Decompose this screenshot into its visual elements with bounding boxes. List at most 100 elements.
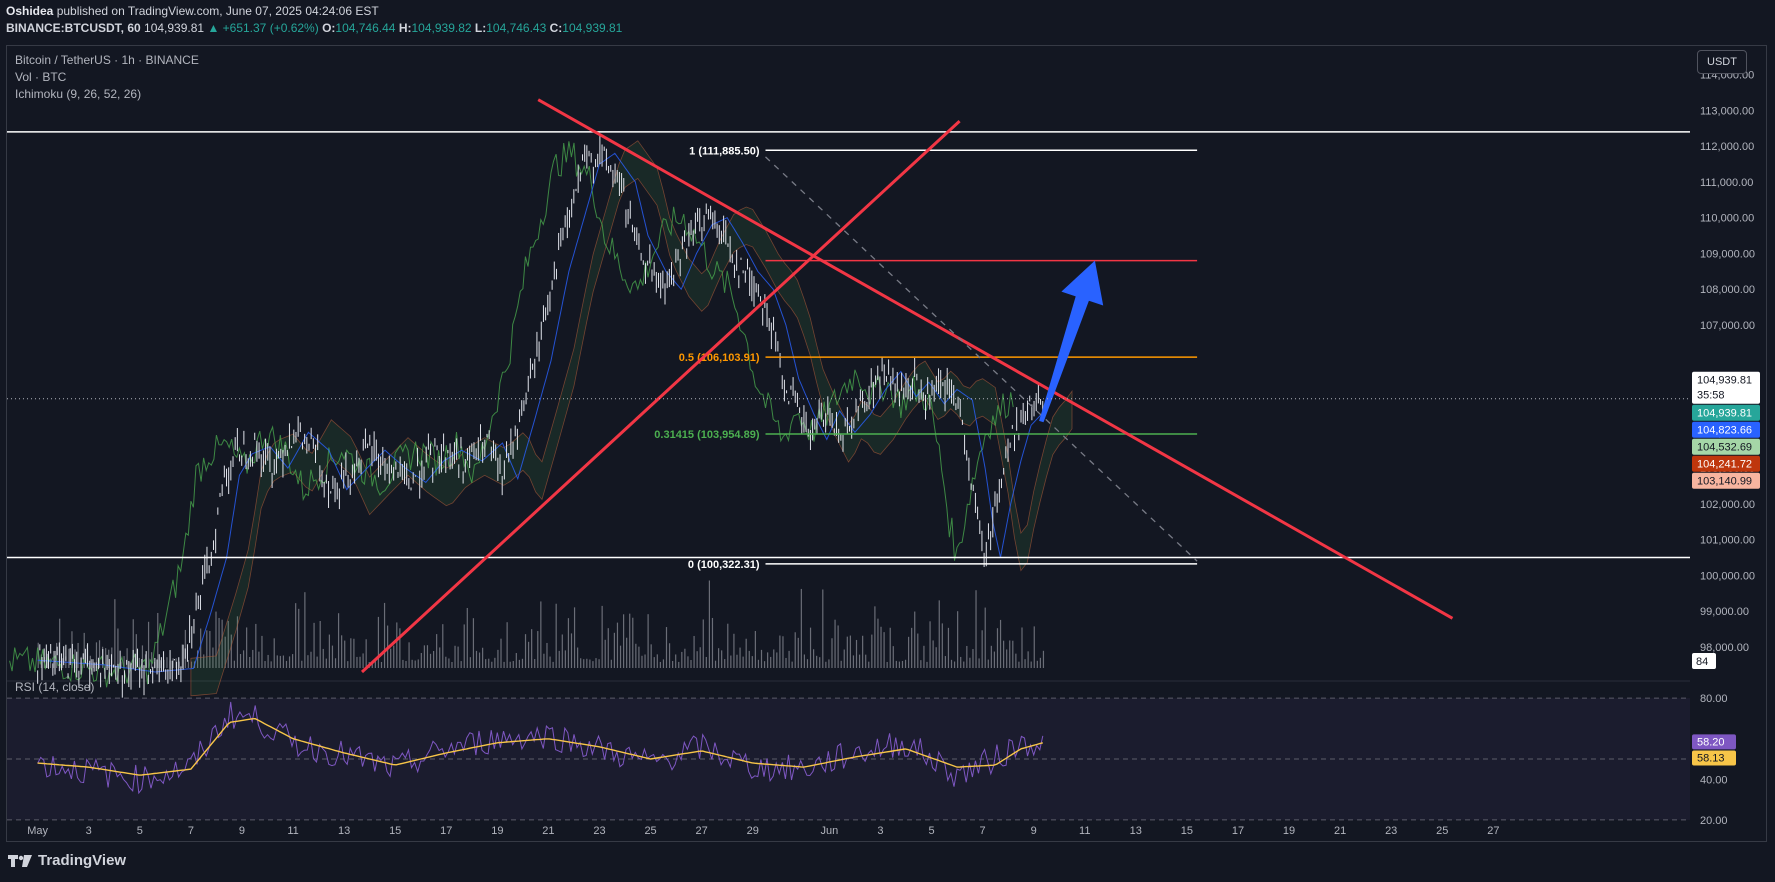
volume-bar bbox=[696, 651, 698, 668]
volume-bar bbox=[908, 636, 910, 668]
volume-bar bbox=[883, 632, 885, 668]
volume-bar bbox=[411, 659, 413, 668]
volume-bar bbox=[721, 650, 723, 668]
volume-bar bbox=[573, 607, 576, 668]
volume-bar bbox=[672, 660, 674, 668]
volume-bar bbox=[757, 659, 760, 668]
time-axis-tick: 15 bbox=[1181, 825, 1193, 837]
publisher-name[interactable]: Oshidea bbox=[6, 4, 54, 18]
publish-header: Oshidea published on TradingView.com, Ju… bbox=[0, 0, 1775, 40]
fib-level-label: 1 (111,885.50) bbox=[689, 145, 760, 157]
volume-bar bbox=[999, 619, 1002, 668]
volume-bar bbox=[209, 630, 211, 668]
volume-bar bbox=[497, 649, 499, 668]
legend-ichimoku[interactable]: Ichimoku (9, 26, 52, 26) bbox=[15, 87, 142, 101]
volume-bar bbox=[518, 659, 520, 668]
legend-rsi[interactable]: RSI (14, close) bbox=[15, 680, 95, 694]
volume-bar bbox=[197, 650, 199, 668]
volume-bar bbox=[791, 661, 793, 668]
footer bbox=[0, 846, 1775, 882]
price-axis-label-bg bbox=[1692, 455, 1760, 472]
volume-bar bbox=[383, 602, 386, 668]
volume-bar bbox=[622, 614, 625, 668]
legend-main[interactable]: Bitcoin / TetherUS · 1h · BINANCE bbox=[15, 53, 199, 67]
last-price: 104,939.81 bbox=[144, 21, 205, 35]
time-axis-tick: 11 bbox=[1079, 825, 1090, 837]
volume-bar bbox=[534, 659, 536, 668]
volume-bar bbox=[463, 624, 465, 668]
volume-bar bbox=[212, 647, 214, 668]
currency-unit-button[interactable]: USDT bbox=[1697, 50, 1747, 74]
volume-bar bbox=[288, 656, 291, 668]
volume-bar bbox=[524, 634, 527, 668]
time-axis-tick: 21 bbox=[1334, 825, 1346, 837]
volume-bar bbox=[310, 651, 312, 668]
price-axis-tick: 102,000.00 bbox=[1700, 499, 1755, 511]
time-axis-tick: 17 bbox=[440, 825, 452, 837]
volume-bar bbox=[365, 639, 367, 668]
volume-bar bbox=[362, 653, 364, 668]
legend-volume[interactable]: Vol · BTC bbox=[15, 70, 67, 84]
volume-bar bbox=[607, 628, 609, 668]
volume-bar bbox=[393, 645, 395, 668]
price-axis-label-bg bbox=[1692, 472, 1760, 489]
volume-bar bbox=[794, 632, 796, 668]
volume-bar bbox=[868, 661, 870, 668]
volume-bar bbox=[62, 658, 64, 668]
ohlc-line: BINANCE:BTCUSDT, 60 104,939.81 ▲ +651.37… bbox=[6, 21, 622, 35]
volume-bar bbox=[95, 642, 98, 668]
volume-bar bbox=[1027, 651, 1029, 668]
volume-bar bbox=[693, 635, 695, 668]
volume-bar bbox=[837, 625, 839, 668]
volume-bar bbox=[442, 624, 444, 668]
volume-bar bbox=[472, 618, 475, 668]
low-label: L: bbox=[474, 21, 487, 35]
volume-bar bbox=[117, 628, 119, 668]
volume-bar bbox=[966, 645, 968, 668]
volume-bar bbox=[1039, 657, 1041, 668]
volume-bar bbox=[52, 650, 55, 668]
tradingview-logo[interactable]: TradingView bbox=[8, 852, 126, 869]
volume-bar bbox=[613, 632, 615, 668]
price-axis-label: 104,823.66 bbox=[1697, 425, 1752, 437]
volume-bar bbox=[662, 659, 665, 668]
time-axis-tick: 21 bbox=[542, 825, 554, 837]
price-axis-tick: 111,000.00 bbox=[1700, 177, 1753, 189]
volume-bar bbox=[151, 652, 153, 668]
volume-bar bbox=[984, 607, 986, 668]
symbol-label[interactable]: BINANCE:BTCUSDT, 60 bbox=[6, 21, 141, 35]
volume-bar bbox=[601, 605, 603, 668]
volume-bar bbox=[239, 654, 242, 668]
low-value: 104,746.43 bbox=[486, 21, 547, 35]
high-value: 104,939.82 bbox=[411, 21, 472, 35]
price-change: ▲ +651.37 (+0.62%) bbox=[207, 21, 319, 35]
volume-bar bbox=[604, 639, 606, 668]
volume-bar bbox=[653, 657, 655, 668]
volume-bar bbox=[953, 661, 956, 668]
volume-bar bbox=[475, 650, 478, 668]
time-axis-tick: 9 bbox=[239, 825, 245, 837]
volume-bar bbox=[816, 655, 818, 668]
time-axis-tick: 23 bbox=[593, 825, 605, 837]
volume-bar bbox=[200, 628, 202, 668]
volume-bar bbox=[708, 580, 711, 668]
volume-bar bbox=[702, 619, 704, 668]
volume-bar bbox=[644, 654, 646, 668]
volume-bar bbox=[316, 656, 318, 668]
volume-bar bbox=[1024, 659, 1026, 668]
time-axis-tick: 9 bbox=[1031, 825, 1037, 837]
time-axis-tick: 7 bbox=[980, 825, 986, 837]
price-axis-tick: 99,000.00 bbox=[1700, 606, 1749, 618]
open-value: 104,746.44 bbox=[335, 21, 396, 35]
volume-bar bbox=[736, 654, 738, 668]
volume-bar bbox=[236, 616, 239, 668]
volume-bar bbox=[279, 655, 281, 668]
volume-bar bbox=[181, 644, 183, 668]
volume-bar bbox=[258, 651, 260, 668]
volume-bar bbox=[865, 654, 867, 668]
volume-bar bbox=[583, 659, 585, 668]
volume-bar bbox=[129, 661, 131, 668]
volume-bar bbox=[114, 599, 116, 668]
volume-bar bbox=[555, 603, 557, 668]
